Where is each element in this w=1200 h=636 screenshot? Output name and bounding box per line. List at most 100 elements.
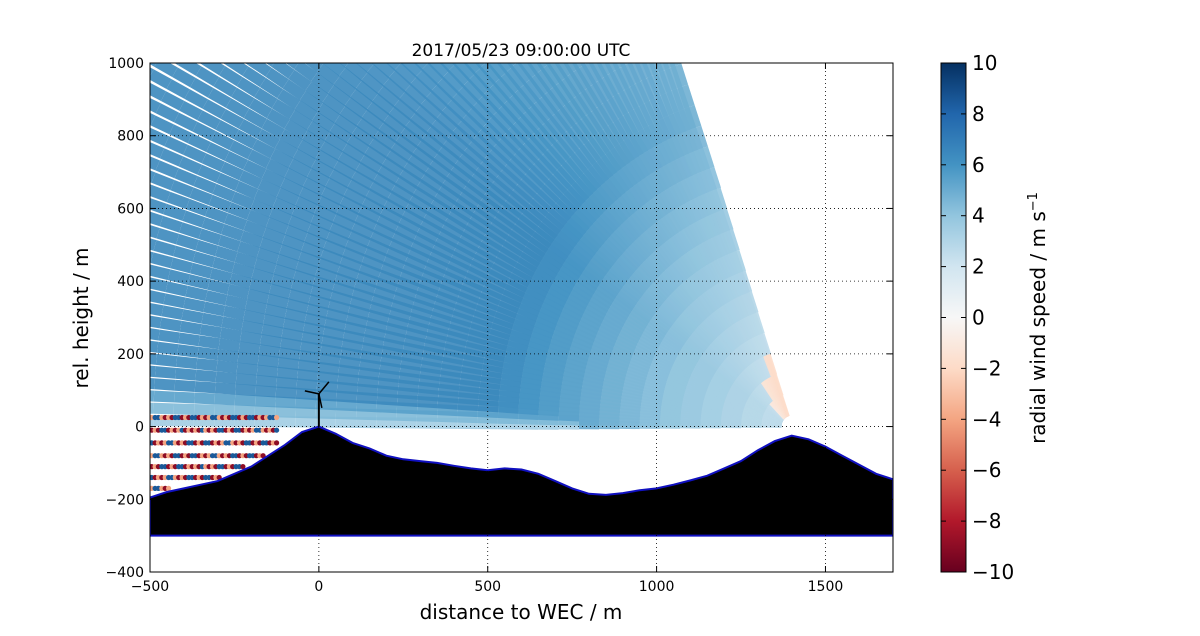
beam-segment — [153, 390, 175, 403]
beam-segment — [150, 225, 160, 239]
beam-segment — [504, 66, 527, 90]
beam-segment — [564, 98, 586, 123]
beam-segment — [759, 333, 771, 356]
beam-segment — [209, 267, 233, 284]
beam-segment — [324, 131, 348, 152]
beam-segment — [724, 229, 740, 253]
beam-segment — [690, 125, 708, 150]
beam-segment — [429, 197, 453, 218]
beam-segment — [394, 223, 418, 243]
beam-segment — [231, 191, 255, 210]
beam-segment — [344, 97, 368, 119]
colorbar-ticks: 10 8 6 4 2 0 −2 −4 −6 −8 −10 — [941, 51, 1014, 584]
beam-segment — [214, 393, 236, 406]
colorbar-tick-label: −4 — [972, 407, 1001, 431]
beam-segment — [391, 33, 414, 56]
beam-segment — [276, 366, 299, 380]
beam-segment — [190, 262, 213, 279]
beam-segment — [125, 72, 148, 91]
beam-segment — [493, 172, 517, 195]
beam-segment — [271, 63, 295, 79]
beam-segment — [337, 151, 361, 172]
beam-segment — [546, 63, 568, 83]
beam-segment — [166, 191, 190, 210]
beam-segment — [491, 109, 514, 133]
beam-segment — [150, 184, 171, 203]
beam-segment — [224, 151, 248, 170]
beam-segment — [517, 175, 541, 198]
beam-segment — [170, 180, 194, 198]
beam-segment — [581, 63, 602, 85]
beam-segment — [157, 341, 179, 356]
beam-segment — [234, 405, 255, 417]
beam-segment — [321, 186, 345, 206]
beam-segment — [502, 196, 526, 218]
beam-segment — [336, 264, 360, 282]
beam-segment — [399, 269, 423, 287]
beam-segment — [435, 111, 459, 134]
beam-segment — [150, 365, 156, 378]
beam-segment — [332, 212, 356, 232]
beam-segment — [277, 356, 300, 371]
beam-segment — [227, 202, 251, 220]
beam-segment — [275, 396, 296, 409]
beam-segment — [289, 109, 313, 131]
beam-segment — [540, 63, 562, 88]
beam-segment — [153, 402, 174, 415]
beam-segment — [388, 238, 412, 257]
beam-segment — [187, 133, 211, 152]
beam-segment — [385, 63, 402, 71]
beam-segment — [256, 364, 278, 378]
beam-segment — [300, 241, 324, 259]
beam-segment — [428, 158, 452, 180]
beam-segment — [222, 63, 227, 65]
beam-segment — [398, 91, 422, 113]
beam-segment — [183, 297, 206, 313]
beam-segment — [197, 164, 221, 183]
terrain-profile — [150, 425, 893, 537]
beam-segment — [198, 228, 222, 246]
beam-segment — [155, 160, 179, 179]
beam-segment — [243, 220, 267, 238]
beam-segment — [399, 126, 423, 148]
beam-segment — [355, 161, 379, 182]
beam-segment — [339, 105, 363, 127]
beam-segment — [253, 257, 277, 275]
beam-segment — [322, 239, 346, 258]
beam-segment — [458, 231, 482, 252]
beam-segment — [554, 107, 576, 131]
beam-segment — [351, 221, 375, 240]
y-tick-label: 200 — [117, 347, 144, 363]
beam-segment — [214, 33, 237, 54]
beam-segment — [469, 170, 493, 193]
beam-segment — [207, 88, 232, 108]
beam-segment — [181, 309, 204, 324]
beam-segment — [208, 194, 232, 213]
beam-segment — [570, 68, 591, 93]
beam-segment — [331, 281, 355, 298]
beam-segment — [677, 84, 695, 109]
beam-segment — [256, 247, 280, 265]
beam-segment — [619, 63, 630, 67]
beam-segment — [241, 320, 264, 335]
beam-segment — [306, 167, 330, 188]
beam-segment — [471, 133, 495, 156]
beam-segment — [552, 137, 575, 161]
beam-segment — [377, 269, 401, 287]
beam-segment — [433, 190, 457, 212]
beam-segment — [394, 63, 417, 85]
beam-segment — [539, 120, 562, 145]
beam-segment — [547, 141, 570, 165]
beam-segment — [317, 195, 341, 215]
beam-segment — [355, 270, 379, 288]
beam-segment — [462, 79, 485, 102]
beam-segment — [385, 246, 409, 265]
beam-segment — [697, 146, 715, 171]
beam-segment — [254, 405, 276, 418]
turbine-blade — [318, 393, 323, 409]
beam-segment — [397, 215, 421, 236]
beam-segment — [474, 63, 486, 69]
beam-segment — [467, 73, 491, 96]
beam-segment — [738, 270, 753, 294]
beam-segment — [150, 198, 167, 215]
